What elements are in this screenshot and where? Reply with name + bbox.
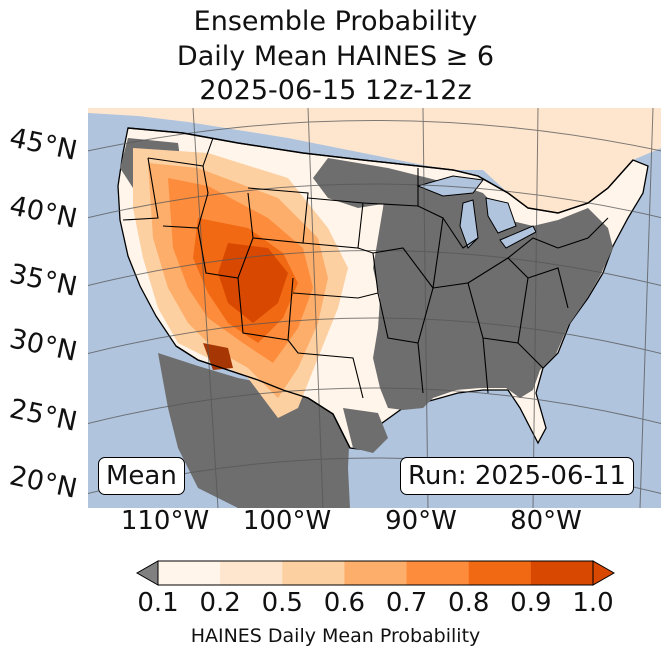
plains-no-data bbox=[313, 158, 388, 208]
lon-label-110w: 110°W bbox=[120, 506, 210, 536]
lat-label-30: 30°N bbox=[6, 323, 80, 368]
state-borders bbox=[122, 137, 609, 399]
title-line-1: Ensemble Probability bbox=[193, 6, 478, 37]
colorbar-bin bbox=[468, 561, 532, 585]
prob-1-0 bbox=[203, 343, 233, 370]
prob-0-9 bbox=[218, 243, 288, 323]
lat-label-40: 40°N bbox=[6, 190, 80, 235]
national-border bbox=[127, 127, 634, 214]
colorbar-bin bbox=[406, 561, 470, 585]
probability-map bbox=[88, 108, 661, 508]
colorbar-tick-label: 0.8 bbox=[448, 588, 490, 618]
colorbar-bin bbox=[530, 561, 594, 585]
colorbar-tick-label: 0.5 bbox=[261, 588, 303, 618]
lake-huron bbox=[485, 197, 517, 234]
run-date-box: Run: 2025-06-11 bbox=[400, 457, 634, 495]
lat-label-45: 45°N bbox=[6, 122, 80, 167]
colorbar-tick-label: 0.7 bbox=[385, 588, 428, 618]
colorbar-bin bbox=[220, 561, 283, 585]
lon-label-80w: 80°W bbox=[510, 506, 582, 536]
colorbar-bin bbox=[282, 561, 345, 585]
mexico-border bbox=[175, 345, 351, 449]
colorbar-tick-label: 0.1 bbox=[137, 588, 179, 618]
lon-label-90w: 90°W bbox=[385, 506, 457, 536]
lat-label-25: 25°N bbox=[6, 393, 80, 438]
colorbar-over-arrow bbox=[592, 560, 616, 586]
canada-land bbox=[88, 108, 661, 213]
map-canvas bbox=[88, 108, 661, 508]
statistic-box: Mean bbox=[98, 457, 185, 495]
mexico-land bbox=[158, 353, 350, 508]
colorbar-bin bbox=[158, 561, 221, 585]
colorbar-bin bbox=[344, 561, 408, 585]
texas-no-data bbox=[343, 408, 388, 453]
colorbar-title: HAINES Daily Mean Probability bbox=[190, 625, 481, 647]
lat-label-35: 35°N bbox=[6, 258, 80, 303]
lat-label-20: 20°N bbox=[6, 460, 80, 505]
east-no-data bbox=[373, 168, 613, 410]
title-line-2: Daily Mean HAINES ≥ 6 bbox=[176, 41, 495, 72]
colorbar-under-arrow bbox=[136, 560, 159, 586]
colorbar-tick-label: 1.0 bbox=[572, 588, 614, 618]
lake-michigan bbox=[459, 199, 479, 249]
colorbar-tick-label: 0.9 bbox=[510, 588, 552, 618]
colorbar-tick-label: 0.6 bbox=[323, 588, 366, 618]
colorbar bbox=[136, 560, 616, 586]
colorbar-frame bbox=[157, 560, 594, 586]
lon-label-100w: 100°W bbox=[242, 506, 332, 536]
title-line-3: 2025-06-15 12z-12z bbox=[199, 75, 472, 106]
graticule bbox=[88, 108, 661, 508]
colorbar-tick-label: 0.2 bbox=[199, 588, 241, 618]
